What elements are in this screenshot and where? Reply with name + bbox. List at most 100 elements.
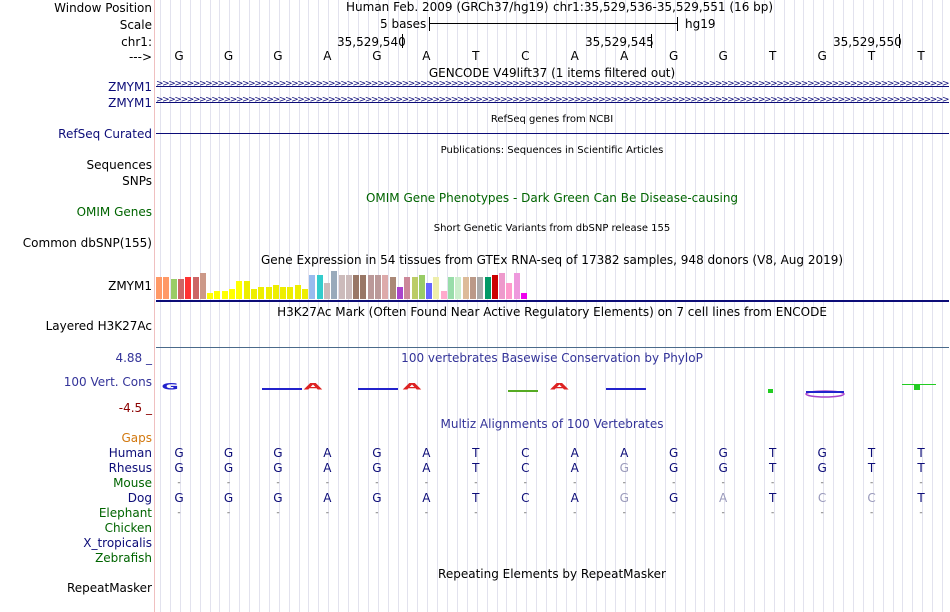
gtex-tissue-bar[interactable]: [345, 275, 352, 299]
species-label[interactable]: Dog: [127, 491, 152, 505]
gtex-tissue-bar[interactable]: [404, 277, 411, 299]
gtex-tissue-bar[interactable]: [250, 289, 257, 299]
gtex-tissue-bar[interactable]: [177, 279, 184, 299]
alignment-base: T: [472, 491, 480, 505]
gtex-tissue-bar[interactable]: [433, 277, 440, 299]
gtex-tissue-bar[interactable]: [265, 287, 272, 299]
refseq-gene-feature[interactable]: [156, 133, 949, 134]
gtex-tissue-bar[interactable]: [302, 289, 308, 299]
gtex-tissue-bar[interactable]: [214, 291, 221, 299]
repeatmasker-track-title[interactable]: Repeating Elements by RepeatMasker: [438, 567, 666, 581]
gtex-track-title[interactable]: Gene Expression in 54 tissues from GTEx …: [260, 253, 844, 267]
grid-line: [665, 0, 666, 612]
gtex-tissue-bar[interactable]: [418, 275, 425, 299]
gtex-tissue-bar[interactable]: [287, 287, 294, 299]
gtex-tissue-bar[interactable]: [163, 277, 170, 299]
species-label[interactable]: Human: [108, 446, 152, 460]
alignment-base: -: [226, 508, 231, 518]
gtex-tissue-bar[interactable]: [513, 273, 520, 299]
gtex-tissue-bar[interactable]: [382, 275, 389, 299]
gtex-tissue-bar[interactable]: [353, 275, 360, 299]
gtex-tissue-bar[interactable]: [316, 275, 323, 299]
gtex-gene-label[interactable]: ZMYM1: [108, 279, 152, 293]
gtex-tissue-bar[interactable]: [499, 273, 506, 299]
alignment-base: A: [323, 461, 332, 475]
gtex-tissue-bar[interactable]: [294, 285, 301, 299]
gtex-tissue-bar[interactable]: [521, 293, 527, 299]
h3k27ac-track-title[interactable]: H3K27Ac Mark (Often Found Near Active Re…: [277, 305, 827, 319]
alignment-base: -: [276, 478, 280, 488]
dbsnp-track-title[interactable]: Short Genetic Variants from dbSNP releas…: [433, 223, 671, 234]
snps-track-label[interactable]: SNPs: [122, 174, 152, 188]
scale-db: hg19: [685, 17, 716, 31]
h3k27ac-track-label[interactable]: Layered H3K27Ac: [45, 319, 152, 333]
refseq-track-title[interactable]: RefSeq genes from NCBI: [490, 114, 614, 125]
gtex-tissue-bar[interactable]: [272, 285, 279, 299]
gtex-tissue-bar[interactable]: [258, 287, 265, 299]
species-label[interactable]: Zebrafish: [95, 551, 152, 565]
phylop-track-title[interactable]: 100 vertebrates Basewise Conservation by…: [401, 351, 703, 365]
gtex-tissue-bar[interactable]: [455, 277, 462, 299]
gtex-tissue-bar[interactable]: [448, 277, 454, 299]
phylop-track-label[interactable]: 100 Vert. Cons: [63, 375, 152, 389]
gtex-tissue-bar[interactable]: [367, 275, 374, 299]
dbsnp-track-label[interactable]: Common dbSNP(155): [22, 236, 152, 250]
gtex-tissue-bar[interactable]: [236, 281, 243, 299]
gtex-tissue-bar[interactable]: [243, 281, 250, 299]
gencode-gene-feature[interactable]: >>>>>>>>>>>>>>>>>>>>>>>>>>>>>>>>>>>>>>>>…: [156, 95, 949, 105]
gtex-tissue-bar[interactable]: [185, 277, 192, 299]
gtex-tissue-bar[interactable]: [221, 291, 228, 299]
multiz-track-title[interactable]: Multiz Alignments of 100 Vertebrates: [440, 417, 664, 431]
alignment-base: -: [474, 478, 478, 488]
gtex-tissue-bar[interactable]: [469, 277, 476, 299]
gtex-tissue-bar[interactable]: [484, 277, 491, 299]
alignment-base: T: [472, 461, 480, 475]
refseq-track-label[interactable]: RefSeq Curated: [58, 127, 152, 141]
gtex-tissue-bar[interactable]: [396, 287, 403, 299]
gtex-tissue-bar[interactable]: [229, 289, 235, 299]
publications-track-title[interactable]: Publications: Sequences in Scientific Ar…: [440, 145, 664, 156]
species-label[interactable]: Elephant: [98, 506, 152, 520]
grid-line: [378, 0, 379, 612]
gtex-bar-chart[interactable]: [156, 270, 556, 299]
gtex-tissue-bar[interactable]: [207, 293, 214, 299]
gtex-tissue-bar[interactable]: [331, 271, 338, 299]
gtex-tissue-bar[interactable]: [323, 283, 330, 299]
gtex-tissue-bar[interactable]: [192, 277, 199, 299]
gtex-tissue-bar[interactable]: [491, 275, 498, 299]
grid-line: [744, 0, 745, 612]
gtex-tissue-bar[interactable]: [411, 277, 418, 299]
gtex-tissue-bar[interactable]: [389, 277, 396, 299]
position-text[interactable]: chr1:35,529,536-35,529,551 (16 bp): [553, 0, 774, 14]
species-label[interactable]: X_tropicalis: [83, 536, 152, 550]
gtex-tissue-bar[interactable]: [477, 277, 484, 299]
gencode-item-label[interactable]: ZMYM1: [108, 80, 152, 94]
gtex-tissue-bar[interactable]: [462, 277, 469, 299]
gencode-item-label[interactable]: ZMYM1: [108, 96, 152, 110]
sequences-track-label[interactable]: Sequences: [86, 158, 152, 172]
gtex-tissue-bar[interactable]: [170, 279, 177, 299]
species-label[interactable]: Mouse: [113, 476, 152, 490]
gtex-tissue-bar[interactable]: [426, 283, 433, 299]
gtex-tissue-bar[interactable]: [506, 283, 513, 299]
assembly-name[interactable]: Human Feb. 2009 (GRCh37/hg19): [346, 0, 549, 14]
gencode-gene-feature[interactable]: >>>>>>>>>>>>>>>>>>>>>>>>>>>>>>>>>>>>>>>>…: [156, 79, 949, 89]
species-label[interactable]: Rhesus: [108, 461, 152, 475]
grid-line: [417, 0, 418, 612]
gtex-tissue-bar[interactable]: [440, 291, 447, 299]
gtex-tissue-bar[interactable]: [338, 275, 345, 299]
species-label[interactable]: Chicken: [104, 521, 152, 535]
gaps-label[interactable]: Gaps: [121, 431, 152, 445]
gtex-tissue-bar[interactable]: [309, 275, 316, 299]
alignment-base: T: [768, 446, 777, 460]
omim-track-label[interactable]: OMIM Genes: [76, 205, 152, 219]
gtex-tissue-bar[interactable]: [375, 275, 381, 299]
alignment-base: G: [174, 446, 184, 460]
repeatmasker-track-label[interactable]: RepeatMasker: [66, 581, 152, 595]
gencode-track-title[interactable]: GENCODE V49lift37 (1 items filtered out): [428, 66, 676, 80]
gtex-tissue-bar[interactable]: [199, 273, 206, 299]
omim-track-title[interactable]: OMIM Gene Phenotypes - Dark Green Can Be…: [365, 191, 739, 205]
gtex-tissue-bar[interactable]: [360, 275, 367, 299]
gtex-tissue-bar[interactable]: [156, 277, 162, 299]
gtex-tissue-bar[interactable]: [280, 287, 287, 299]
